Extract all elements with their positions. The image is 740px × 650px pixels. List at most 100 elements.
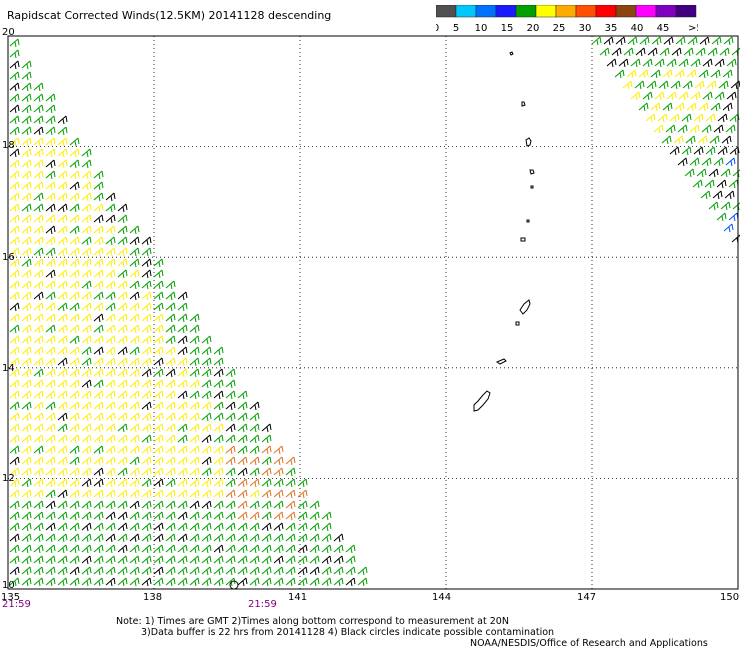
wind-barb — [261, 566, 272, 576]
wind-barb — [165, 544, 176, 554]
wind-barb — [309, 533, 320, 543]
wind-barb — [201, 368, 212, 378]
footer-credit: NOAA/NESDIS/Office of Research and Appli… — [470, 638, 708, 649]
wind-barb — [261, 489, 272, 499]
wind-barb — [57, 126, 68, 136]
wind-barb — [642, 58, 653, 68]
wind-barb — [45, 335, 56, 345]
wind-barb — [9, 104, 20, 114]
wind-barb — [321, 555, 332, 565]
island-outline — [509, 51, 514, 56]
wind-barb — [285, 566, 296, 576]
wind-barb — [57, 445, 68, 455]
wind-barb — [249, 489, 260, 499]
wind-barb — [45, 258, 56, 268]
wind-barb — [33, 478, 44, 488]
wind-barb — [297, 489, 308, 499]
wind-barb — [141, 401, 152, 411]
wind-barb — [57, 401, 68, 411]
wind-barb — [9, 511, 20, 521]
wind-barb — [33, 236, 44, 246]
wind-barb — [141, 511, 152, 521]
wind-barb — [117, 412, 128, 422]
wind-barb — [309, 522, 320, 532]
wind-barb — [708, 201, 719, 211]
wind-barb — [153, 511, 164, 521]
wind-barb — [33, 82, 44, 92]
wind-barb — [646, 80, 657, 90]
wind-barb — [189, 445, 200, 455]
wind-barb — [129, 335, 140, 345]
wind-barb — [189, 368, 200, 378]
wind-barb — [105, 192, 116, 202]
wind-barb — [165, 577, 176, 587]
wind-barb — [663, 36, 674, 46]
wind-barb — [69, 291, 80, 301]
wind-barb — [117, 533, 128, 543]
wind-barb — [273, 544, 284, 554]
wind-barb — [129, 533, 140, 543]
wind-barb — [69, 357, 80, 367]
y-tick-20: 20 — [2, 27, 15, 38]
wind-barb — [105, 269, 116, 279]
wind-barb — [93, 368, 104, 378]
island-outline — [495, 358, 507, 365]
wind-barb — [285, 544, 296, 554]
wind-barb — [153, 456, 164, 466]
wind-barb — [129, 401, 140, 411]
wind-barb — [93, 533, 104, 543]
wind-barb — [723, 36, 734, 46]
wind-barb — [33, 566, 44, 576]
wind-barb — [702, 91, 713, 101]
wind-barb — [722, 102, 733, 112]
wind-barb — [69, 566, 80, 576]
wind-barb — [9, 137, 20, 147]
wind-barb — [695, 47, 706, 57]
wind-barb — [661, 135, 672, 145]
wind-barb — [141, 544, 152, 554]
wind-barb — [201, 423, 212, 433]
wind-barb — [261, 434, 272, 444]
wind-barb — [21, 104, 32, 114]
wind-barb — [45, 379, 56, 389]
wind-barb — [165, 368, 176, 378]
wind-barb — [21, 148, 32, 158]
wind-barb — [33, 170, 44, 180]
wind-barb — [249, 533, 260, 543]
wind-barb — [201, 533, 212, 543]
wind-barb — [69, 390, 80, 400]
wind-barb — [21, 60, 32, 70]
wind-barb — [129, 566, 140, 576]
wind-barb — [225, 489, 236, 499]
wind-barb — [129, 324, 140, 334]
wind-barb — [21, 258, 32, 268]
wind-barb — [9, 181, 20, 191]
wind-barb — [9, 346, 20, 356]
wind-barb — [690, 91, 701, 101]
wind-barb — [153, 544, 164, 554]
wind-barb — [9, 115, 20, 125]
wind-barb — [45, 566, 56, 576]
wind-barb — [33, 379, 44, 389]
wind-barb — [153, 566, 164, 576]
wind-barb — [225, 555, 236, 565]
wind-barb — [622, 80, 633, 90]
wind-barb — [45, 324, 56, 334]
wind-barb — [708, 168, 719, 178]
wind-barb — [105, 445, 116, 455]
wind-barb — [21, 401, 32, 411]
wind-barb — [45, 544, 56, 554]
wind-barb — [33, 137, 44, 147]
wind-barb — [141, 390, 152, 400]
wind-barb — [57, 544, 68, 554]
wind-barb — [81, 258, 92, 268]
wind-barb — [129, 511, 140, 521]
wind-barb — [129, 577, 140, 587]
wind-barb — [21, 137, 32, 147]
wind-barb — [69, 533, 80, 543]
wind-barb — [213, 423, 224, 433]
wind-barb — [189, 401, 200, 411]
wind-barb — [69, 368, 80, 378]
wind-barb — [285, 500, 296, 510]
wind-barb — [81, 192, 92, 202]
